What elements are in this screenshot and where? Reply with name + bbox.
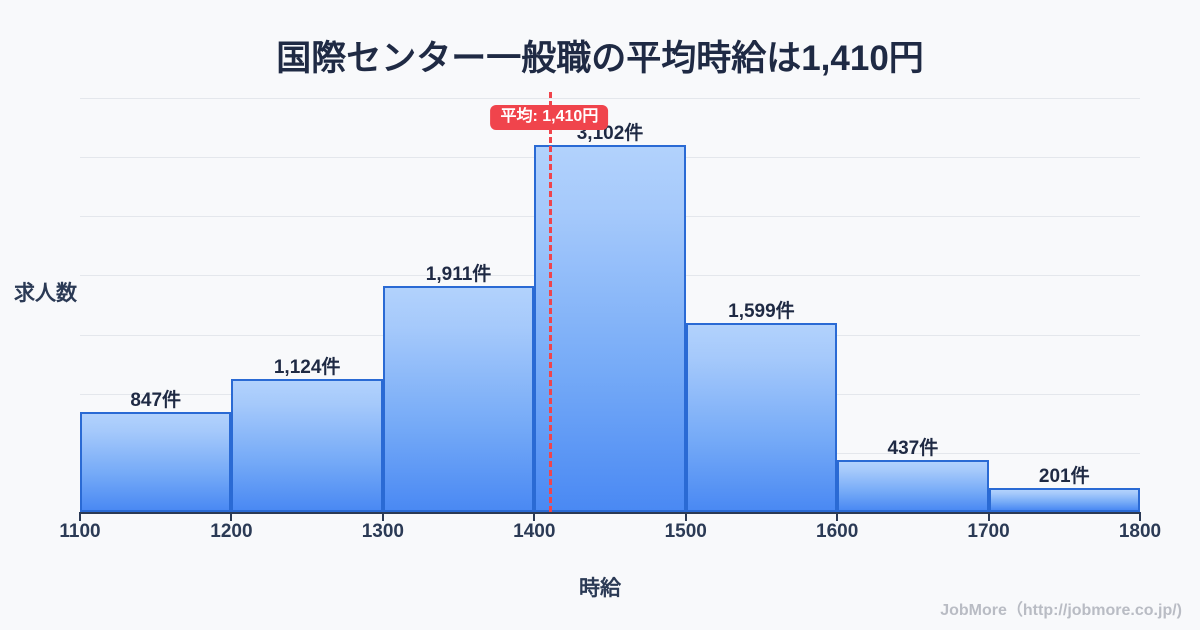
- x-tick-label: 1700: [967, 521, 1010, 542]
- x-tick-label: 1600: [816, 521, 859, 542]
- bar-1500-1600[interactable]: [685, 322, 838, 512]
- footer-credit: JobMore（http://jobmore.co.jp/): [940, 602, 1182, 619]
- bar-value-label: 847件: [130, 389, 182, 411]
- x-tick-mark: [684, 512, 687, 521]
- x-tick-label: 1300: [361, 521, 404, 542]
- average-badge: 平均: 1,410円: [490, 105, 609, 130]
- bar-1200-1300[interactable]: [231, 379, 383, 512]
- x-tick-mark: [1139, 512, 1141, 521]
- x-tick-mark: [381, 512, 384, 521]
- gridline: [80, 97, 1140, 99]
- x-tick-mark: [533, 512, 536, 521]
- bar-value-label: 1,599件: [728, 300, 795, 322]
- x-tick-label: 1500: [664, 521, 707, 542]
- bar-value-label: 437件: [887, 438, 939, 460]
- average-line: [549, 92, 553, 512]
- x-axis-title: 時給: [579, 577, 621, 600]
- bar-value-label: 1,911件: [425, 263, 492, 285]
- x-tick-mark: [987, 512, 990, 521]
- bar-1600-1700[interactable]: [837, 460, 989, 512]
- page-title: 国際センター一般職の平均時給は1,410円: [276, 39, 924, 78]
- x-tick-mark: [79, 512, 81, 521]
- plot-area: 847件 1,124件 1,911件 3,102件 1,599件 437件 201件: [80, 92, 1140, 514]
- x-tick-mark: [836, 512, 839, 521]
- x-tick-label: 1200: [210, 521, 253, 542]
- bar-1700-1800[interactable]: [988, 488, 1140, 512]
- bar-1100-1200[interactable]: [80, 411, 232, 512]
- bar-1300-1400[interactable]: [382, 285, 535, 512]
- x-tick-label: 1400: [513, 521, 556, 542]
- x-tick-label: 1100: [59, 521, 101, 542]
- x-tick-mark: [230, 512, 233, 521]
- bar-value-label: 1,124件: [273, 357, 341, 379]
- y-axis-title: 求人数: [14, 282, 77, 305]
- bar-value-label: 201件: [1038, 466, 1090, 488]
- bar-1400-1500[interactable]: [534, 145, 686, 512]
- x-tick-label: 1800: [1118, 521, 1162, 542]
- x-axis-line: [80, 512, 1140, 514]
